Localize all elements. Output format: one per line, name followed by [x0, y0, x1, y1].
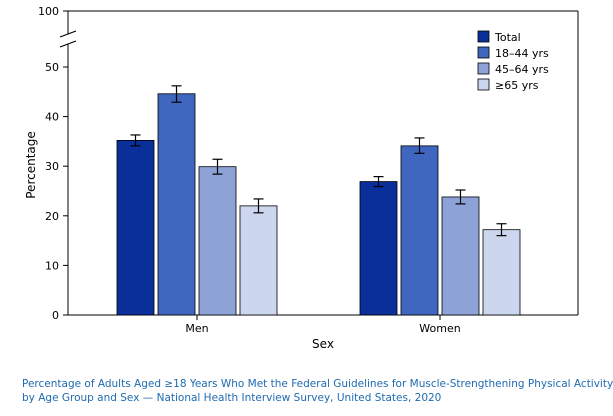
axis-break-mark — [59, 30, 77, 38]
bar-women-3 — [482, 229, 521, 316]
legend-label: 18–44 yrs — [495, 47, 549, 60]
bar-women-2 — [441, 196, 480, 316]
y-tick-label: 0 — [52, 309, 59, 322]
bar-men-0 — [116, 140, 155, 316]
y-tick-label: 10 — [45, 259, 59, 272]
legend-label: ≥65 yrs — [495, 79, 539, 92]
legend-label: 45–64 yrs — [495, 63, 549, 76]
legend-swatch — [477, 78, 490, 91]
legend-swatch — [477, 62, 490, 75]
bar-men-1 — [157, 93, 196, 316]
y-axis-title: Percentage — [24, 131, 38, 199]
x-tick-label: Men — [185, 322, 208, 335]
caption-line-2: by Age Group and Sex — National Health I… — [22, 392, 442, 404]
bar-women-1 — [400, 145, 439, 316]
y-tick-label: 40 — [45, 111, 59, 124]
bar-chart: Total 18–44 yrs 45–64 yrs ≥65 yrs 0 10 20 30 40… — [24, 5, 579, 351]
caption-line-1: Percentage of Adults Aged ≥18 Years Who … — [22, 378, 613, 390]
y-tick-label: 100 — [38, 5, 59, 18]
bar-women-0 — [359, 181, 398, 316]
y-tick-label: 30 — [45, 160, 59, 173]
x-tick-label: Women — [419, 322, 460, 335]
figure-caption: Percentage of Adults Aged ≥18 Years Who … — [22, 377, 613, 405]
bar-men-3 — [239, 205, 278, 316]
bar-men-2 — [198, 166, 237, 316]
legend-label: Total — [494, 31, 521, 44]
x-axis-title: Sex — [312, 337, 334, 351]
legend-swatch — [477, 30, 490, 43]
y-tick-label: 20 — [45, 210, 59, 223]
axis-break-mark — [59, 40, 77, 48]
y-tick-label: 50 — [45, 61, 59, 74]
legend-swatch — [477, 46, 490, 59]
